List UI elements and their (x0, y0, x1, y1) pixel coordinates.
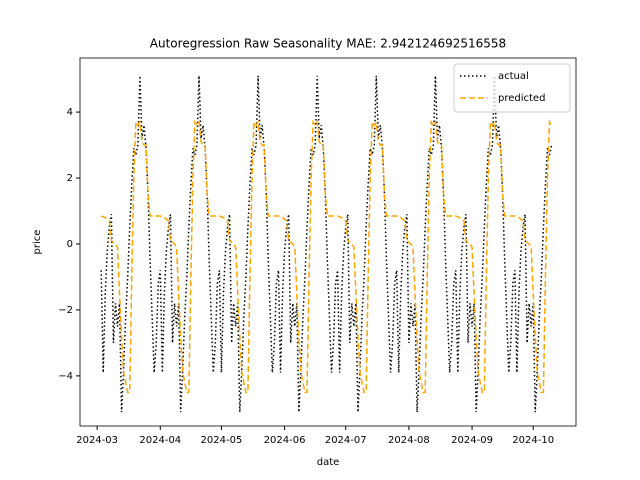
plot-frame (79, 57, 577, 427)
legend-label: predicted (498, 93, 545, 104)
x-tick-label: 2024-10 (512, 435, 554, 446)
y-axis-label: price (32, 230, 43, 255)
y-tick-label: 2 (67, 173, 73, 184)
chart-title: Autoregression Raw Seasonality MAE: 2.94… (150, 37, 506, 51)
y-tick-label: 0 (67, 239, 73, 250)
x-tick-label: 2024-04 (139, 435, 181, 446)
y-tick-label: −2 (58, 305, 73, 316)
y-tick-label: 4 (67, 107, 73, 118)
x-tick-label: 2024-07 (325, 435, 367, 446)
x-tick-label: 2024-03 (76, 435, 118, 446)
y-tick-label: −4 (58, 371, 73, 382)
x-tick-label: 2024-05 (201, 435, 243, 446)
x-tick-label: 2024-06 (264, 435, 306, 446)
legend-box (453, 63, 571, 113)
x-axis-label: date (317, 457, 340, 468)
series-line (100, 75, 553, 413)
legend-label: actual (498, 71, 529, 82)
x-tick-label: 2024-09 (451, 435, 493, 446)
x-tick-label: 2024-08 (388, 435, 430, 446)
